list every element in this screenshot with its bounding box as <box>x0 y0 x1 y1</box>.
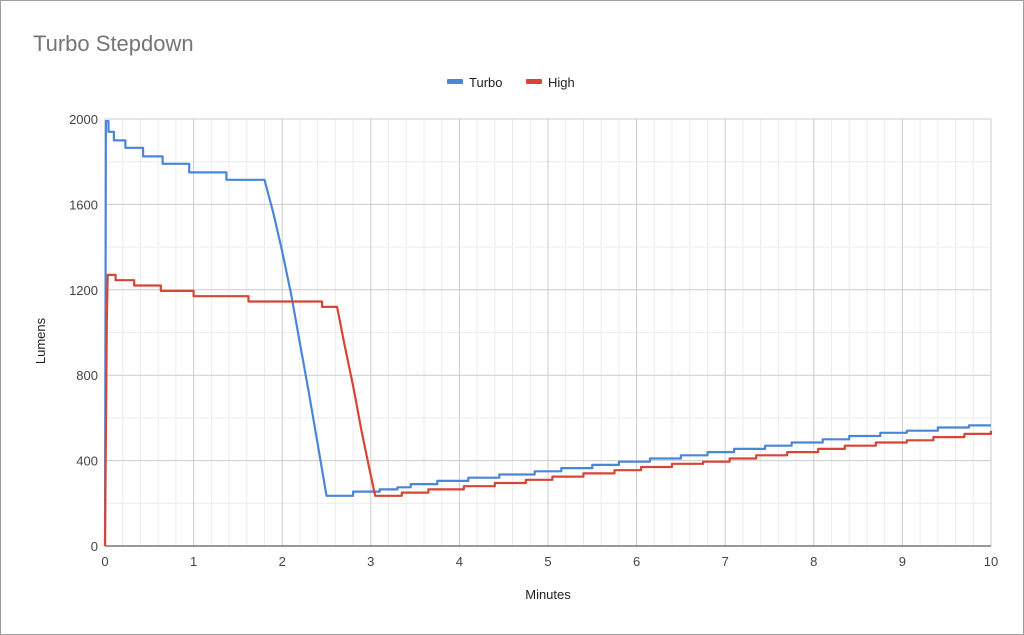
y-tick-label: 2000 <box>69 112 98 127</box>
y-tick-label: 1600 <box>69 197 98 212</box>
x-tick-label: 9 <box>899 554 906 569</box>
y-tick-label: 800 <box>76 368 98 383</box>
legend-swatch-turbo <box>447 79 463 84</box>
chart-title: Turbo Stepdown <box>33 31 194 56</box>
x-tick-label: 10 <box>984 554 998 569</box>
x-tick-label: 2 <box>279 554 286 569</box>
series-line-turbo <box>103 120 991 547</box>
series-line-high <box>103 273 993 547</box>
x-tick-label: 0 <box>101 554 108 569</box>
x-tick-label: 7 <box>722 554 729 569</box>
x-tick-label: 3 <box>367 554 374 569</box>
legend: Turbo High <box>447 75 575 90</box>
x-axis-ticks: 0 1 2 3 4 5 6 7 8 9 10 <box>101 554 998 569</box>
x-tick-label: 4 <box>456 554 463 569</box>
x-axis-title: Minutes <box>525 587 571 602</box>
x-tick-label: 5 <box>544 554 551 569</box>
x-tick-label: 6 <box>633 554 640 569</box>
y-tick-label: 400 <box>76 454 98 469</box>
grid <box>104 118 992 547</box>
y-axis-title: Lumens <box>33 317 48 364</box>
legend-label-turbo: Turbo <box>469 75 502 90</box>
legend-swatch-high <box>526 79 542 84</box>
x-tick-label: 8 <box>810 554 817 569</box>
y-axis-ticks: 0 400 800 1200 1600 2000 <box>69 112 98 554</box>
y-tick-label: 0 <box>91 539 98 554</box>
legend-label-high: High <box>548 75 575 90</box>
series-lines <box>103 120 993 547</box>
x-tick-label: 1 <box>190 554 197 569</box>
y-tick-label: 1200 <box>69 283 98 298</box>
